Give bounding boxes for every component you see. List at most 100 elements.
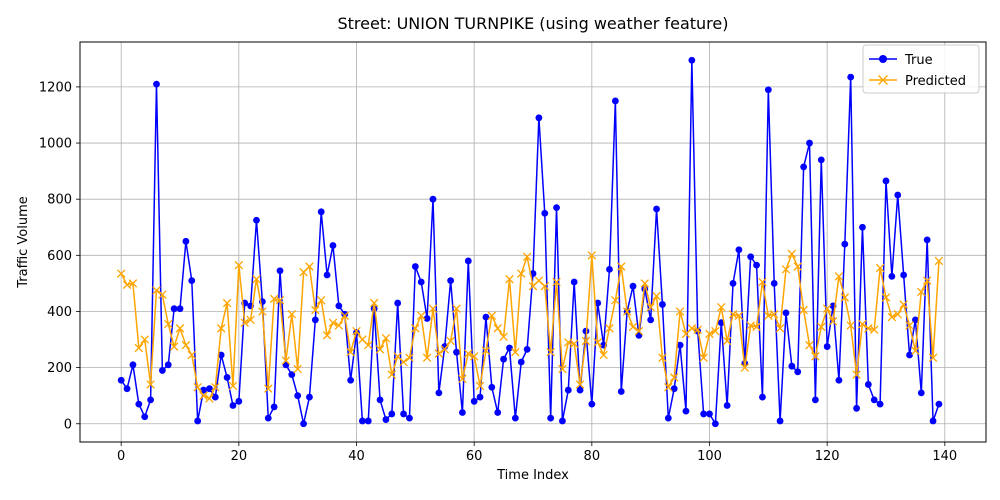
data-point [740, 363, 750, 372]
data-point [611, 295, 620, 305]
data-point [387, 370, 397, 379]
data-point [488, 383, 496, 391]
data-point [147, 396, 154, 404]
data-point [416, 311, 426, 320]
data-point [912, 316, 919, 324]
data-point [464, 349, 473, 358]
data-point [417, 278, 425, 286]
data-point [170, 305, 178, 313]
data-point [211, 383, 220, 392]
data-point [346, 347, 355, 357]
data-point [822, 304, 832, 313]
data-point [628, 322, 638, 332]
data-point [206, 385, 213, 393]
data-point [200, 386, 207, 394]
data-point [329, 242, 337, 249]
data-point [775, 324, 785, 333]
data-point [535, 114, 543, 122]
data-point [929, 417, 937, 425]
data-point [116, 269, 126, 278]
legend-box [862, 44, 980, 94]
data-point [693, 325, 702, 334]
data-point [917, 287, 926, 297]
data-point [711, 420, 719, 428]
data-point [875, 263, 885, 273]
data-point [799, 305, 808, 315]
data-point [300, 420, 307, 428]
data-point [146, 380, 155, 389]
data-point [506, 344, 513, 352]
data-point [453, 348, 460, 356]
data-point [458, 374, 467, 384]
data-point [887, 312, 897, 322]
data-point [511, 347, 520, 357]
data-point [158, 290, 167, 299]
data-point [169, 342, 179, 351]
data-point [669, 373, 679, 382]
data-point [870, 396, 878, 404]
data-point [559, 417, 566, 425]
data-point [788, 362, 796, 370]
data-point [806, 139, 813, 147]
data-point [316, 295, 326, 305]
data-point [688, 56, 696, 64]
data-point [769, 310, 779, 319]
data-point [653, 205, 660, 213]
x-tick-label: 120 [815, 449, 840, 464]
series-line [120, 253, 940, 400]
data-point [311, 316, 319, 324]
data-point [735, 246, 743, 254]
data-point [205, 394, 214, 403]
data-point [616, 262, 626, 271]
data-point [369, 298, 379, 308]
data-point [734, 311, 744, 320]
data-point [835, 376, 843, 384]
data-point [228, 381, 238, 391]
data-point [811, 352, 820, 361]
data-point [675, 307, 685, 316]
data-point [664, 383, 673, 392]
data-point [793, 262, 802, 271]
data-point [141, 413, 149, 421]
data-point [606, 265, 613, 273]
data-point [440, 345, 450, 354]
data-point [222, 298, 232, 308]
data-point [699, 353, 708, 363]
data-point [447, 277, 455, 284]
data-point [246, 315, 255, 325]
data-point [805, 340, 814, 350]
data-point [876, 400, 884, 408]
data-point [229, 402, 237, 409]
data-point [328, 318, 338, 327]
data-point [658, 353, 667, 363]
data-point [834, 272, 844, 281]
data-point [494, 409, 502, 416]
data-point [570, 278, 578, 286]
data-point [117, 376, 125, 384]
data-point [588, 400, 596, 408]
data-point [264, 384, 273, 393]
data-point [187, 350, 197, 360]
y-tick-label: 800 [47, 193, 72, 208]
data-point [647, 316, 655, 324]
data-point [223, 374, 231, 381]
data-point [294, 392, 302, 400]
data-point [823, 343, 831, 350]
y-tick-label: 0 [64, 417, 72, 432]
data-point [487, 311, 497, 320]
data-point [828, 317, 838, 326]
data-point [400, 410, 407, 418]
data-point [323, 271, 331, 279]
data-point [217, 351, 225, 359]
data-point [481, 346, 491, 356]
x-tick-label: 140 [932, 449, 957, 464]
data-point [646, 303, 655, 312]
data-point [888, 272, 896, 280]
data-point [547, 414, 555, 422]
data-point [152, 286, 161, 295]
data-point [411, 324, 420, 333]
y-axis: 0 200 400 600 800 1000 1200 [39, 80, 80, 432]
data-point [235, 397, 243, 405]
data-point [194, 417, 202, 425]
